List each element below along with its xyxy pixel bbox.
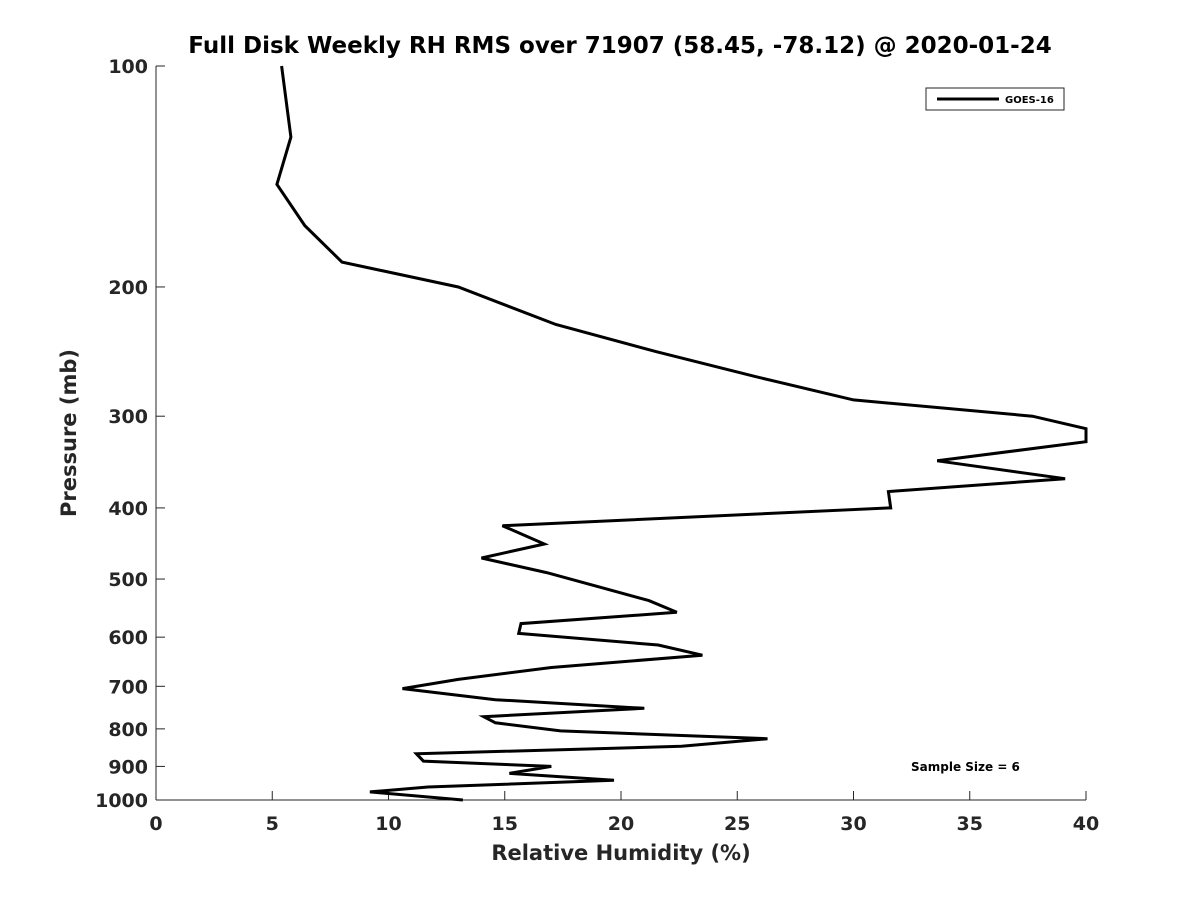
x-tick-label: 5 <box>266 813 279 835</box>
x-tick-label: 0 <box>149 813 162 835</box>
legend-label-goes-16: GOES-16 <box>1005 95 1054 106</box>
series-line-goes-16 <box>275 65 1088 802</box>
x-tick-label: 25 <box>724 813 750 835</box>
sample-size-annotation: Sample Size = 6 <box>911 760 1020 774</box>
x-axis-label: Relative Humidity (%) <box>491 841 750 865</box>
y-tick-label: 700 <box>108 676 148 698</box>
y-tick-label: 400 <box>108 498 148 520</box>
x-tick-label: 40 <box>1073 813 1099 835</box>
x-tick-label: 20 <box>608 813 634 835</box>
y-tick-label: 800 <box>108 719 148 741</box>
y-ticks: 100 200 300 400 500 600 700 800 900 1000 <box>95 56 165 812</box>
y-axis-label: Pressure (mb) <box>57 349 81 517</box>
chart-title: Full Disk Weekly RH RMS over 71907 (58.4… <box>188 33 1051 59</box>
legend: GOES-16 <box>925 87 1065 111</box>
y-tick-label: 1000 <box>95 790 148 812</box>
series-layer <box>275 65 1088 802</box>
x-tick-label: 35 <box>957 813 983 835</box>
y-tick-label: 500 <box>108 569 148 591</box>
y-tick-label: 600 <box>108 627 148 649</box>
y-tick-label: 100 <box>108 56 148 78</box>
x-tick-label: 10 <box>375 813 401 835</box>
y-tick-label: 300 <box>108 406 148 428</box>
x-ticks: 0 5 10 15 20 25 30 35 40 <box>149 791 1099 835</box>
y-tick-label: 900 <box>108 756 148 778</box>
x-tick-label: 30 <box>840 813 866 835</box>
y-tick-label: 200 <box>108 277 148 299</box>
x-tick-label: 15 <box>492 813 518 835</box>
